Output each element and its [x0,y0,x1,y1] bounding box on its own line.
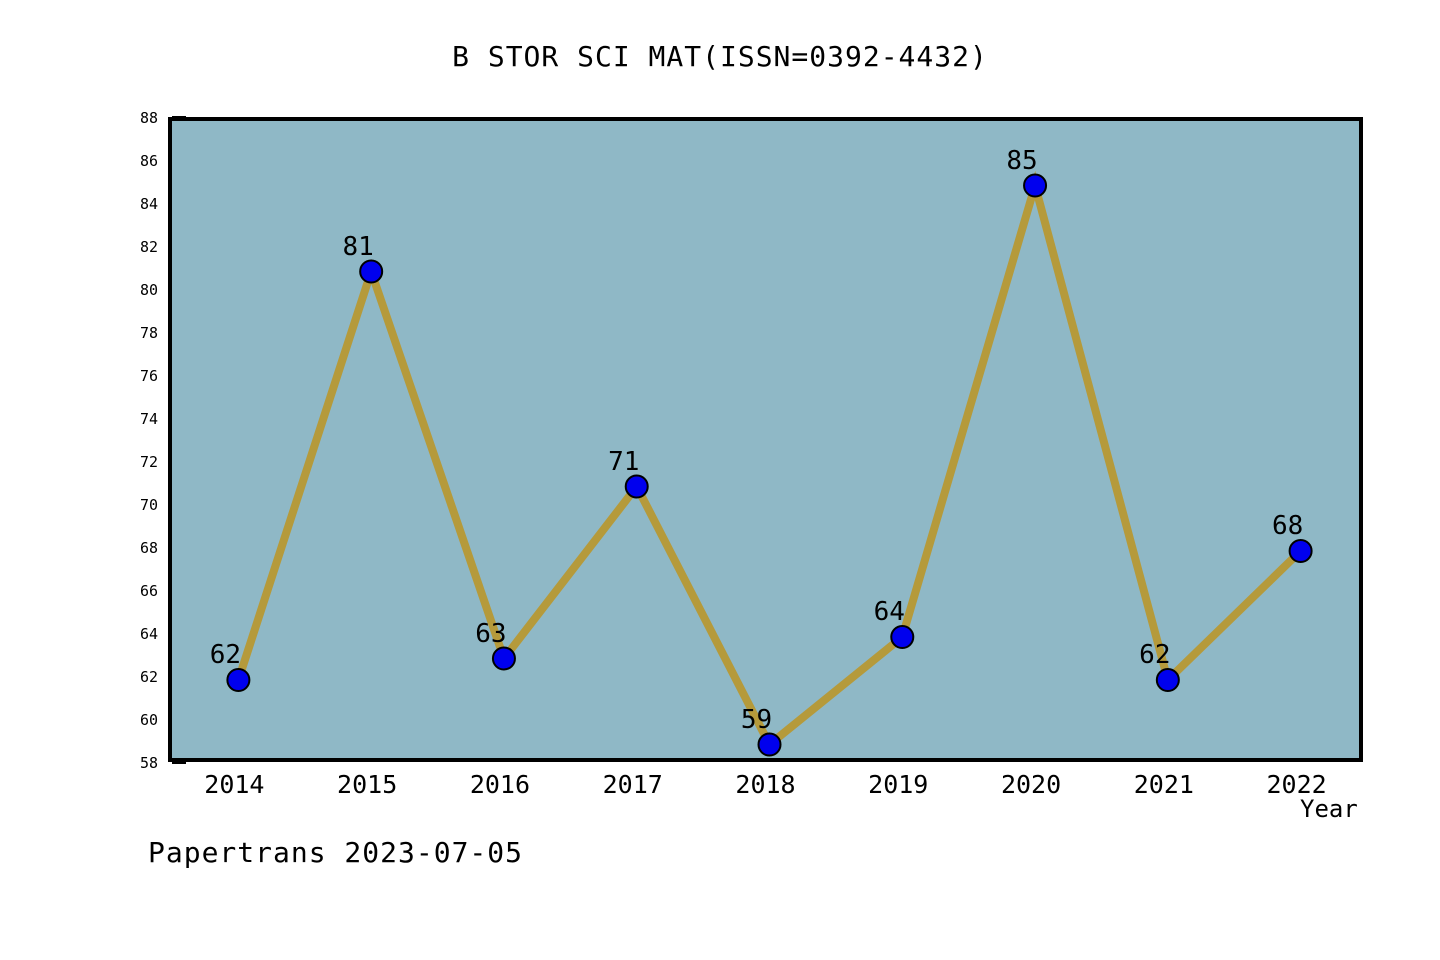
data-line [234,170,1304,751]
x-tick-label: 2021 [1133,770,1194,799]
y-tick-label: 74 [139,410,158,428]
plot-area [168,117,1363,762]
x-tick-label: 2017 [602,770,663,799]
y-tick-label: 68 [139,539,158,557]
y-tick-label: 72 [139,453,158,471]
y-tick-label: 66 [139,582,158,600]
x-axis-label: Year [1300,795,1358,823]
y-tick-label: 64 [139,625,158,643]
y-tick-label: 62 [139,668,158,686]
data-point-marker[interactable] [1288,539,1313,563]
plot-svg [226,170,1313,757]
chart-title: B STOR SCI MAT(ISSN=0392-4432) [452,40,988,73]
data-point-marker[interactable] [226,668,251,692]
x-tick-label: 2015 [337,770,398,799]
y-tick-label: 86 [139,152,158,170]
y-tick-label: 58 [139,754,158,772]
data-point-marker[interactable] [890,625,915,649]
y-tick-label: 80 [139,281,158,299]
data-point-marker[interactable] [1023,173,1048,198]
x-tick-label: 2019 [868,770,929,799]
x-tick-label: 2020 [1000,770,1062,799]
y-tick-label: 84 [139,195,158,213]
y-tick-label: 70 [139,496,158,514]
x-tick-label: 2014 [204,770,265,799]
data-point-marker[interactable] [359,259,384,284]
data-point-marker[interactable] [757,732,782,757]
x-tick-label: 2016 [469,770,531,799]
x-tick-label: 2022 [1266,770,1327,799]
y-tick-label: 60 [139,711,158,729]
y-tick-label: 78 [139,324,158,342]
data-point-marker[interactable] [1155,668,1180,692]
data-point-marker[interactable] [491,646,516,671]
y-tick-label: 88 [139,109,158,127]
y-tick-label: 76 [139,367,158,385]
y-tick-mark [172,760,186,764]
footer-note: Papertrans 2023-07-05 [148,836,524,869]
y-tick-label: 82 [139,238,158,256]
x-tick-label: 2018 [735,770,796,799]
data-point-marker[interactable] [624,474,649,499]
